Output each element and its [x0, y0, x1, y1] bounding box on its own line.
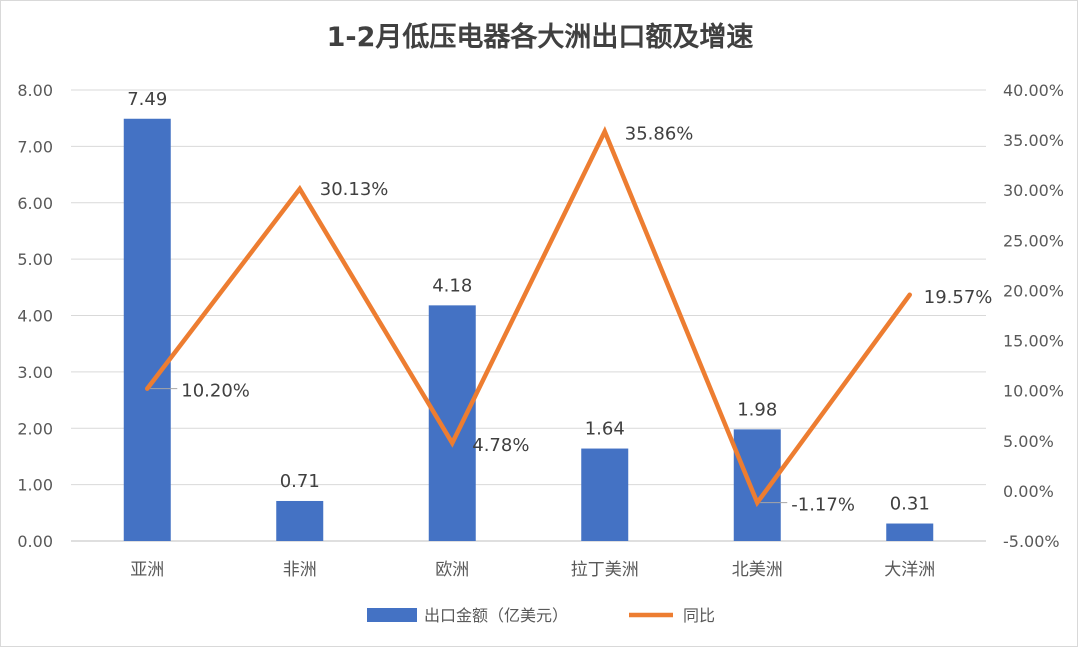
- y-right-tick-label: 40.00%: [1003, 81, 1064, 100]
- y-right-tick-label: 30.00%: [1003, 181, 1064, 200]
- bar-data-label: 0.31: [890, 494, 930, 515]
- y-left-tick-label: 3.00: [17, 363, 53, 382]
- y-right-tick-label: 5.00%: [1003, 432, 1054, 451]
- bar-data-label: 1.64: [585, 419, 625, 440]
- x-tick-label: 非洲: [283, 560, 317, 580]
- y-right-tick-label: 20.00%: [1003, 281, 1064, 300]
- x-tick-label: 拉丁美洲: [571, 560, 639, 580]
- y-left-tick-label: 1.00: [17, 476, 53, 495]
- line-data-label: 35.86%: [625, 123, 694, 144]
- bar: [428, 305, 476, 541]
- y-left-tick-label: 0.00: [17, 532, 53, 551]
- bar: [123, 118, 171, 541]
- legend-label-bar: 出口金额（亿美元）: [424, 606, 568, 625]
- bar-data-label: 7.49: [127, 89, 167, 110]
- bar-data-label: 1.98: [737, 399, 777, 420]
- line-data-label: 30.13%: [320, 179, 389, 200]
- bar-data-label: 4.18: [432, 275, 472, 296]
- y-left-tick-label: 5.00: [17, 250, 53, 269]
- y-right-tick-label: -5.00%: [1003, 532, 1060, 551]
- y-right-tick-label: 35.00%: [1003, 131, 1064, 150]
- y-right-tick-label: 0.00%: [1003, 482, 1054, 501]
- legend-swatch-bar: [367, 608, 417, 622]
- y-left-tick-label: 8.00: [17, 81, 53, 100]
- legend-label-line: 同比: [683, 606, 715, 625]
- y-right-tick-label: 15.00%: [1003, 332, 1064, 351]
- line-series-yoy: [145, 126, 912, 508]
- y-left-tick-label: 4.00: [17, 307, 53, 326]
- x-tick-label: 大洋洲: [884, 560, 935, 580]
- x-tick-label: 北美洲: [732, 560, 783, 580]
- y-right-tick-label: 25.00%: [1003, 231, 1064, 250]
- chart-title: 1-2月低压电器各大洲出口额及增速: [326, 22, 754, 53]
- y-left-tick-label: 7.00: [17, 137, 53, 156]
- y-right-tick-label: 10.00%: [1003, 382, 1064, 401]
- x-tick-label: 欧洲: [435, 560, 469, 580]
- bar-data-label: 0.71: [280, 471, 320, 492]
- line-data-label: 10.20%: [181, 381, 250, 402]
- y-left-tick-label: 6.00: [17, 194, 53, 213]
- bar: [276, 500, 324, 541]
- bar: [733, 429, 781, 541]
- line-data-label: -1.17%: [791, 495, 855, 516]
- line-data-label: 19.57%: [924, 287, 993, 308]
- y-left-tick-label: 2.00: [17, 419, 53, 438]
- bar: [581, 448, 629, 541]
- x-tick-label: 亚洲: [130, 560, 164, 580]
- line-data-label: 4.78%: [472, 435, 529, 456]
- bar: [886, 523, 934, 541]
